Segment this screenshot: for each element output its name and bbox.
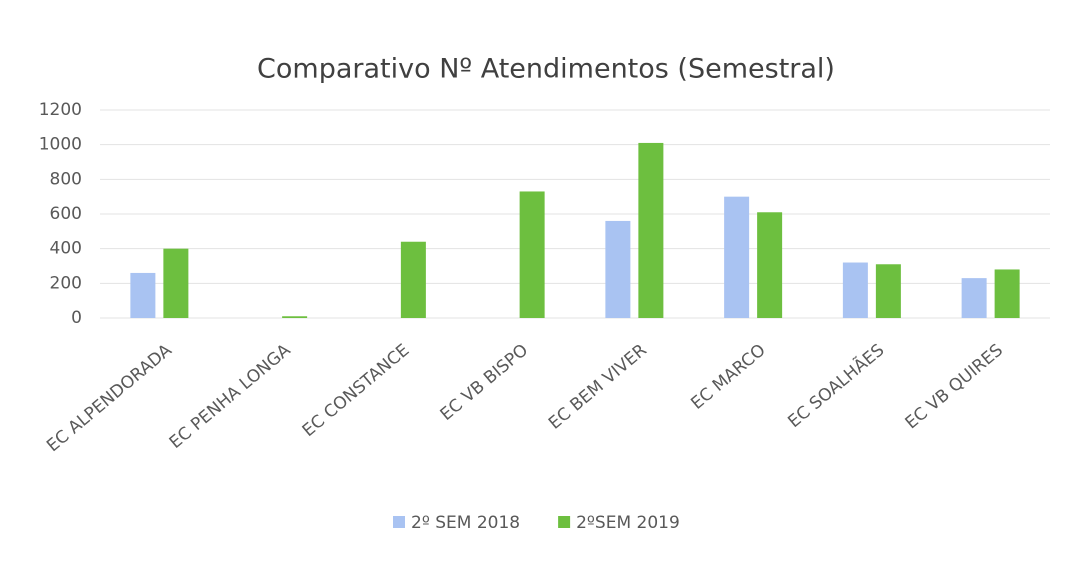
bar <box>130 272 156 318</box>
bar <box>638 142 664 318</box>
x-tick-label: EC VB BISPO <box>437 340 532 425</box>
bar <box>163 248 189 318</box>
y-tick-label: 800 <box>50 169 82 189</box>
y-tick-label: 400 <box>50 239 82 259</box>
bar <box>961 278 987 318</box>
bar <box>519 191 545 318</box>
x-tick-label: EC CONSTANCE <box>299 340 414 441</box>
x-tick-label: EC VB QUIRES <box>902 340 1007 433</box>
legend-swatch <box>393 516 405 528</box>
x-tick-label: EC BEM VIVER <box>545 340 651 433</box>
x-tick-label: EC ALPENDORADA <box>43 340 176 456</box>
x-tick-label: EC SOALHÃES <box>783 339 888 432</box>
bar <box>842 262 868 318</box>
x-tick-label: EC MARCO <box>687 340 769 414</box>
x-tick-label: EC PENHA LONGA <box>166 340 295 453</box>
y-tick-label: 1200 <box>39 100 82 120</box>
y-tick-label: 1000 <box>39 135 82 155</box>
bar <box>724 196 750 318</box>
bar <box>282 316 308 318</box>
bar <box>605 220 631 318</box>
legend-swatch <box>558 516 571 528</box>
bar <box>994 269 1020 318</box>
chart-title: Comparativo Nº Atendimentos (Semestral) <box>257 54 835 85</box>
legend-label: 2º SEM 2018 <box>411 513 520 533</box>
y-tick-label: 200 <box>50 273 82 293</box>
legend-label: 2ºSEM 2019 <box>576 513 680 533</box>
bar <box>757 212 783 318</box>
bar <box>400 241 426 318</box>
y-tick-label: 600 <box>50 204 82 224</box>
y-tick-label: 0 <box>71 308 82 328</box>
bar <box>875 264 901 318</box>
